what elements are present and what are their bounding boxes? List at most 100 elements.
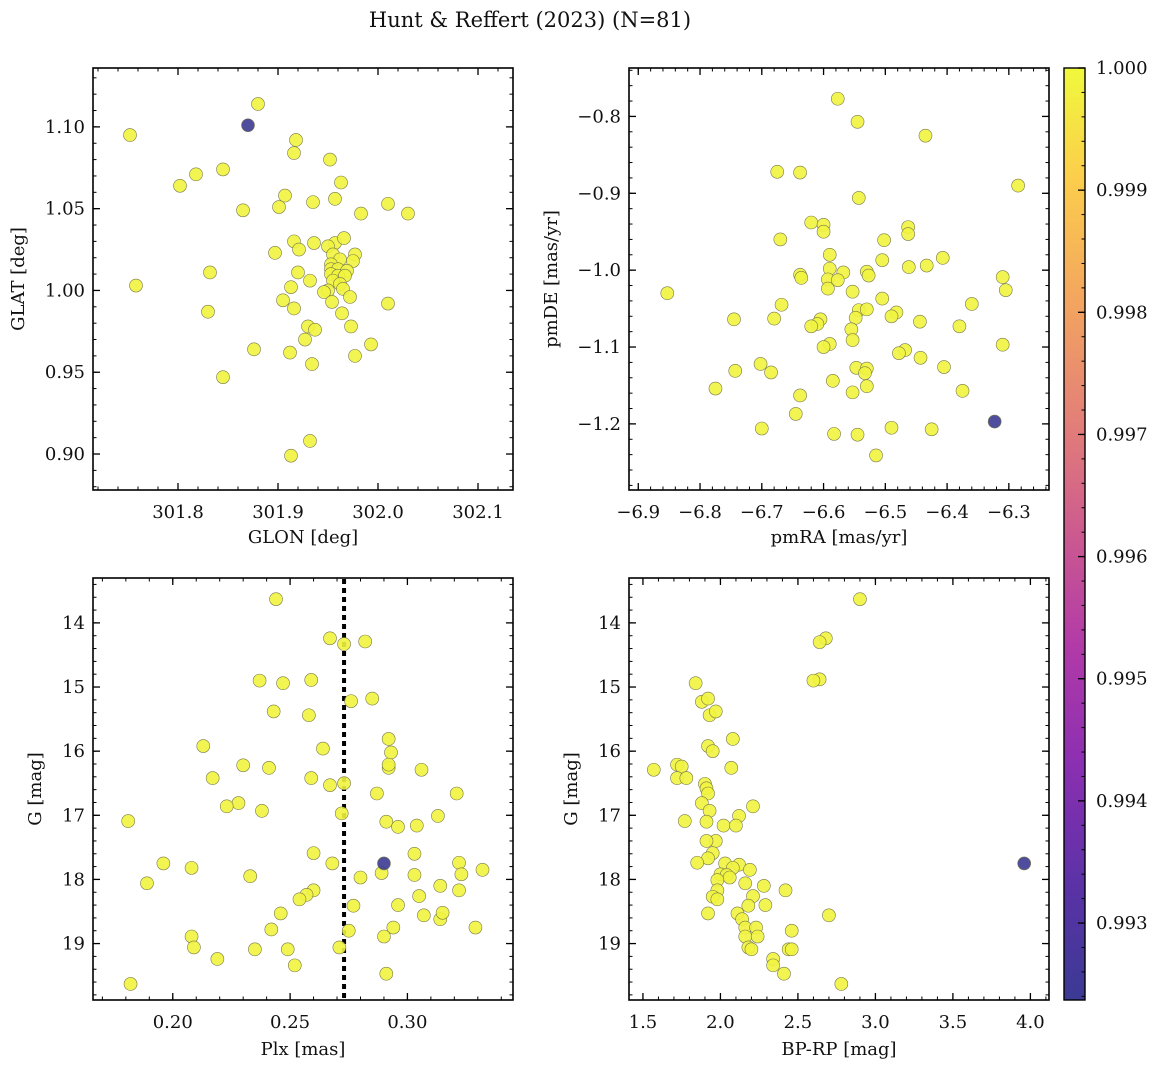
scatter-point	[328, 192, 342, 206]
y-tick-label: 15	[598, 677, 621, 698]
scatter-point	[353, 870, 368, 885]
x-axis-label: BP-RP [mag]	[781, 1039, 896, 1060]
scatter-point	[343, 290, 357, 304]
scatter-point	[468, 920, 483, 935]
x-tick-label: −6.5	[863, 502, 907, 523]
scatter-point	[716, 818, 731, 833]
scatter-point	[728, 364, 743, 378]
x-tick-label: 302.1	[452, 502, 504, 523]
y-tick-label: 16	[62, 741, 85, 762]
scatter-point	[289, 133, 303, 147]
scatter-point	[317, 285, 331, 299]
chart-plx-g: 0.20 0.25 0.30 14 15 16 17 18 19 Plx [mas] G [ma…	[25, 577, 514, 1060]
scatter-point	[364, 337, 378, 352]
x-tick-label: 302.0	[352, 502, 404, 523]
x-tick-label: −6.3	[987, 502, 1031, 523]
colorbar-ticks: 0.993 0.994 0.995 0.996 0.997 0.998 0.999 1.000	[1078, 58, 1148, 997]
scatter-point	[955, 384, 970, 398]
scatter-point	[660, 286, 675, 301]
y-tick-label: −0.9	[577, 183, 621, 204]
scatter-point	[283, 345, 297, 360]
scatter-point	[173, 178, 187, 193]
ticks-layer	[629, 578, 1049, 1000]
scatter-point	[913, 350, 928, 365]
scatter-point	[377, 929, 391, 944]
scatter-point	[381, 196, 395, 211]
scatter-point	[822, 908, 836, 923]
scatter-point	[784, 942, 799, 957]
scatter-point	[266, 704, 281, 719]
scatter-point	[708, 704, 723, 719]
scatter-point	[804, 319, 819, 334]
scatter-point	[284, 448, 298, 463]
scatter-point	[337, 776, 351, 791]
scatter-point	[848, 311, 863, 325]
scatter-point	[1011, 178, 1025, 193]
chart-pmra-pmde: −6.9 −6.8 −6.7 −6.6 −6.5 −6.4 −6.3 −1.2 −1.1 −1.0…	[541, 67, 1050, 548]
scatter-point	[708, 381, 723, 396]
scatter-point	[272, 200, 286, 214]
scatter-point	[291, 265, 305, 280]
scatter-point	[292, 892, 307, 907]
scatter-point	[452, 883, 466, 898]
colorbar-tick-label: 1.000	[1096, 58, 1148, 79]
y-tick-label: 0.90	[45, 444, 85, 465]
scatter-point	[884, 309, 899, 324]
x-axis-label: pmRA [mas/yr]	[771, 527, 908, 548]
scatter-point	[407, 868, 422, 882]
scatter-point	[337, 637, 351, 651]
scatter-point	[793, 165, 807, 180]
scatter-point	[216, 162, 230, 177]
scatter-point	[302, 708, 316, 723]
y-tick-label: 1.05	[45, 199, 85, 220]
scatter-point	[156, 856, 171, 871]
scatter-point	[875, 291, 890, 306]
scatter-point	[699, 834, 714, 848]
scatter-point	[268, 246, 282, 260]
x-axis-label: GLON [deg]	[248, 527, 358, 548]
scatter-point	[236, 758, 250, 773]
scatter-point	[236, 203, 250, 218]
scatter-point	[304, 673, 319, 687]
scatter-point	[196, 739, 211, 753]
tick-labels-layer: 0.20 0.25 0.30 14 15 16 17 18 19	[62, 613, 427, 1033]
scatter-point	[231, 796, 246, 810]
points-layer	[123, 97, 415, 463]
x-axis-label: Plx [mas]	[261, 1039, 346, 1060]
axes-frame	[92, 67, 514, 491]
scatter-point	[784, 923, 799, 938]
scatter-point	[298, 332, 312, 347]
scatter-point	[189, 167, 203, 182]
scatter-point	[129, 278, 143, 293]
scatter-point	[278, 188, 292, 203]
scatter-point	[384, 745, 398, 760]
scatter-point	[699, 814, 714, 829]
scatter-point	[334, 175, 348, 190]
scatter-point	[845, 333, 860, 347]
scatter-point	[804, 215, 819, 230]
tick-labels-layer: 1.5 2.0 2.5 3.0 3.5 4.0 14 15 16 17 18 19	[598, 613, 1045, 1033]
scatter-point	[850, 427, 865, 442]
x-tick-label: 0.30	[387, 1012, 427, 1033]
scatter-point	[305, 357, 319, 371]
y-tick-label: 16	[598, 741, 621, 762]
points-layer	[660, 91, 1025, 463]
scatter-point	[412, 889, 426, 903]
scatter-point	[770, 164, 785, 179]
scatter-point	[287, 301, 301, 316]
scatter-point	[827, 427, 841, 441]
scatter-point	[892, 346, 906, 360]
x-tick-label: 0.20	[153, 1012, 193, 1033]
scatter-point	[381, 732, 396, 746]
scatter-point	[726, 732, 740, 746]
x-tick-label: −6.4	[925, 502, 969, 523]
y-tick-label: −0.8	[577, 106, 621, 127]
scatter-point	[381, 296, 395, 311]
scatter-point	[851, 191, 866, 205]
scatter-point	[280, 942, 295, 957]
y-tick-label: 17	[62, 805, 85, 826]
colorbar-tick-label: 0.998	[1096, 302, 1148, 323]
scatter-point	[773, 232, 788, 247]
scatter-point	[276, 676, 290, 690]
